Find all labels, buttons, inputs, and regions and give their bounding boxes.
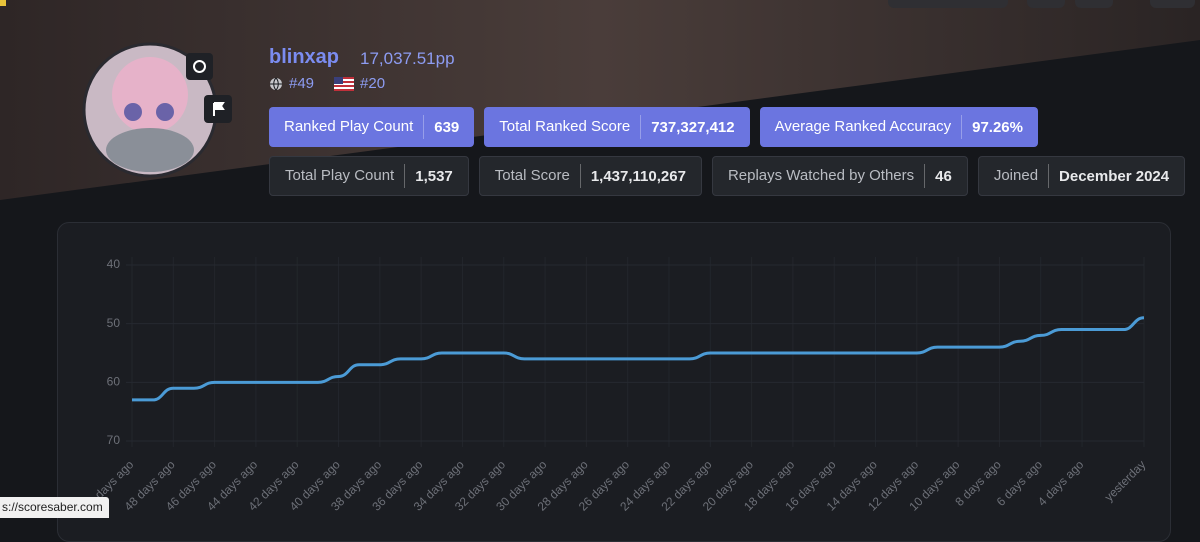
rank-line [131,316,1145,402]
stat-value: 737,327,412 [651,118,735,136]
us-flag [334,76,355,91]
y-tick-label: 40 [107,257,121,271]
stat-label: Average Ranked Accuracy [760,115,963,139]
status-url: s://scoresaber.com [0,497,109,518]
stat-value: 1,537 [415,167,453,185]
stat-label: Ranked Play Count [269,115,425,139]
stat-label: Total Score [480,164,581,188]
chart-card: days ago 48 days ago 46 days ago 44 days ag… [57,222,1171,542]
y-tick-label: 60 [107,375,121,389]
y-tick-label: 70 [107,433,121,447]
stat-badge: Total Score 1,437,110,267 [478,156,702,196]
globe-icon [270,77,282,90]
ranks: #49 #20 [269,75,385,92]
player-name[interactable]: blinxap [269,46,340,68]
stat-badge: Total Ranked Score 737,327,412 [484,107,750,147]
ranked-stats: Ranked Play Count 639 Total Ranked Score 73… [269,107,1038,147]
stat-badge: Joined December 2024 [977,156,1186,196]
stat-value: 1,437,110,267 [590,167,686,185]
country-rank[interactable]: #20 [360,75,386,92]
stat-label: Total Play Count [270,164,406,188]
stat-value: December 2024 [1059,167,1170,185]
general-stats: Total Play Count 1,537 Total Score 1,437,11… [269,156,1186,196]
stat-label: Replays Watched by Others [713,164,926,188]
stat-label: Joined [979,164,1050,188]
x-tick-label: yesterday [1102,457,1149,504]
stat-value: 639 [434,118,460,136]
player-pp: 17,037.51pp [360,49,455,68]
stat-value: 46 [935,167,952,185]
global-rank[interactable]: #49 [289,75,315,92]
stat-badge: Replays Watched by Others 46 [711,156,968,196]
stat-value: 97.26% [972,118,1023,136]
banner [0,0,1200,200]
stat-badge: Ranked Play Count 639 [269,107,475,147]
y-tick-label: 50 [107,316,121,330]
stat-badge: Total Play Count 1,537 [269,156,469,196]
stat-badge: Average Ranked Accuracy 97.26% [759,107,1038,147]
stat-label: Total Ranked Score [484,115,642,139]
